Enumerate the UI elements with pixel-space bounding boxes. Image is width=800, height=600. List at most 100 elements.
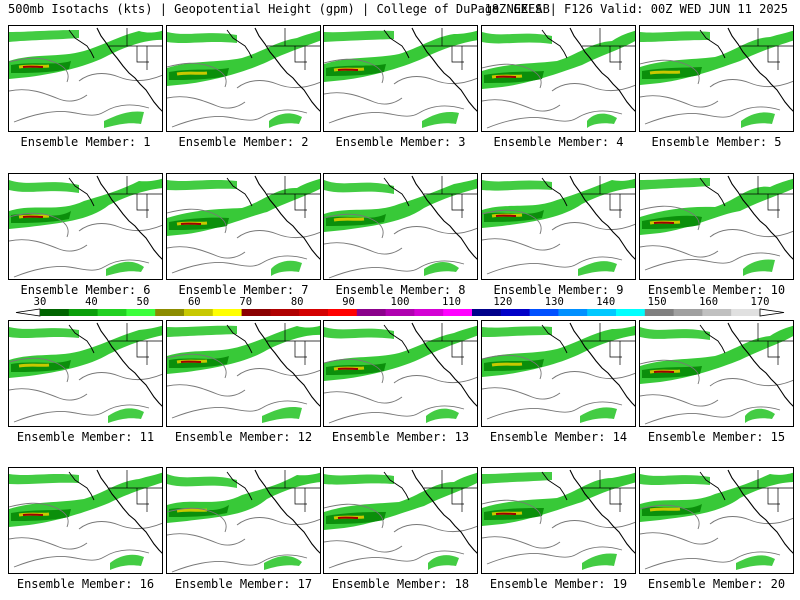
- coastline: [411, 469, 477, 554]
- legend-label: 120: [493, 296, 512, 308]
- coastline: [383, 29, 410, 59]
- northern-jet-shading: [482, 180, 552, 191]
- height-contour: [13, 404, 150, 423]
- legend-swatch: [644, 309, 675, 316]
- ensemble-member-label: Ensemble Member: 9: [493, 283, 624, 297]
- coastline: [383, 324, 410, 354]
- height-contour: [393, 524, 477, 533]
- legend-swatch: [558, 309, 588, 316]
- political-border: [267, 176, 320, 218]
- northern-jet-shading: [324, 327, 394, 339]
- political-border: [267, 323, 320, 365]
- southern-wind-shading: [741, 112, 775, 128]
- coastline: [569, 27, 635, 112]
- legend-swatch: [155, 309, 185, 316]
- coastline: [96, 469, 162, 554]
- legend-swatch: [529, 309, 559, 316]
- legend-swatch: [97, 309, 127, 316]
- coastline: [68, 471, 95, 501]
- political-border: [424, 28, 477, 70]
- height-contour: [486, 546, 623, 565]
- coastline: [96, 175, 162, 260]
- coastline: [411, 322, 477, 407]
- height-contour: [167, 246, 246, 259]
- legend-swatch: [731, 309, 761, 316]
- coastline: [226, 29, 253, 59]
- legend-swatch: [472, 309, 502, 316]
- height-contour: [393, 76, 477, 85]
- legend-swatch: [184, 309, 214, 316]
- height-contour: [236, 368, 320, 377]
- ensemble-map: [639, 173, 794, 280]
- ensemble-member-label: Ensemble Member: 15: [647, 430, 786, 444]
- ensemble-member-label: Ensemble Member: 8: [335, 283, 466, 297]
- northern-jet-shading: [640, 178, 710, 190]
- legend-swatch: [328, 309, 358, 316]
- southern-wind-shading: [578, 261, 617, 276]
- northern-jet-shading: [9, 474, 79, 485]
- ensemble-map: [639, 467, 794, 574]
- height-contour: [482, 499, 542, 525]
- height-contour: [13, 549, 150, 568]
- height-contour: [482, 209, 542, 235]
- legend-swatch: [702, 309, 732, 316]
- political-border: [424, 176, 477, 218]
- height-contour: [644, 406, 781, 425]
- ensemble-member-label: Ensemble Member: 4: [493, 135, 624, 149]
- legend-swatch: [212, 309, 243, 316]
- political-border: [267, 28, 320, 70]
- height-contour: [9, 212, 69, 238]
- legend-label: 90: [342, 296, 355, 308]
- political-border: [109, 176, 162, 218]
- jet-max-60kt: [649, 507, 681, 512]
- height-contour: [324, 213, 384, 239]
- coastline: [68, 324, 95, 354]
- jet-max-60kt: [18, 363, 50, 368]
- coastline: [727, 27, 793, 112]
- ensemble-map: [166, 320, 321, 427]
- height-contour: [640, 394, 719, 407]
- jet-max-60kt: [649, 70, 681, 75]
- northern-jet-shading: [640, 474, 710, 485]
- height-contour: [328, 550, 465, 569]
- coastline: [96, 322, 162, 407]
- coastline: [569, 469, 635, 554]
- legend-swatch: [299, 309, 329, 316]
- ensemble-member-label: Ensemble Member: 5: [651, 135, 782, 149]
- northern-jet-shading: [324, 30, 394, 42]
- height-contour: [709, 516, 793, 525]
- height-contour: [9, 357, 69, 383]
- northern-jet-shading: [167, 474, 237, 488]
- height-contour: [13, 259, 150, 278]
- ensemble-member-label: Ensemble Member: 16: [16, 577, 155, 591]
- height-contour: [171, 400, 308, 419]
- southern-wind-shading: [587, 113, 617, 128]
- coastline: [96, 27, 162, 112]
- coastline: [699, 471, 726, 501]
- ensemble-map: [323, 467, 478, 574]
- height-contour: [78, 223, 162, 232]
- jet-max-60kt: [491, 362, 523, 367]
- coastline: [254, 322, 320, 407]
- height-contour: [328, 405, 465, 424]
- height-contour: [171, 109, 308, 128]
- ensemble-member-label: Ensemble Member: 20: [647, 577, 786, 591]
- height-contour: [328, 260, 465, 279]
- height-contour: [640, 59, 700, 85]
- header-valid-time: 18Z GEFS | F126 Valid: 00Z WED JUN 11 20…: [484, 2, 788, 16]
- southern-wind-shading: [426, 408, 459, 423]
- legend-arrow-right: [759, 308, 785, 317]
- ensemble-member-label: Ensemble Member: 6: [20, 283, 151, 297]
- height-contour: [328, 105, 465, 124]
- southern-wind-shading: [745, 408, 775, 423]
- political-border: [582, 176, 635, 218]
- ensemble-map: [481, 25, 636, 132]
- southern-wind-shading: [271, 260, 302, 276]
- height-contour: [482, 238, 561, 251]
- height-contour: [324, 242, 403, 255]
- height-contour: [78, 372, 162, 381]
- political-border: [740, 176, 793, 218]
- coastline: [699, 29, 726, 59]
- ensemble-map: [323, 25, 478, 132]
- political-border: [582, 28, 635, 70]
